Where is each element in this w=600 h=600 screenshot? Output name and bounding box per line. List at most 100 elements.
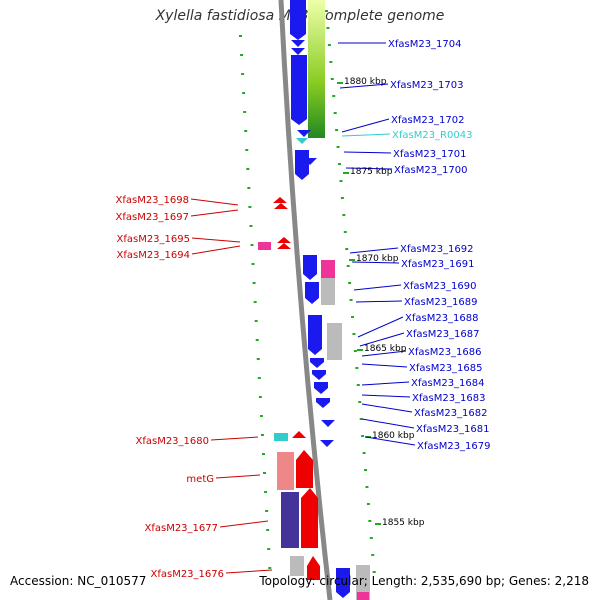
gc-dot-right <box>368 520 372 522</box>
gene-label-left: XfasM23_1677 <box>144 523 218 534</box>
cds-reverse-arrow <box>273 197 287 203</box>
gc-dot-right <box>339 180 343 182</box>
gene-label-left: XfasM23_1676 <box>150 569 224 580</box>
gray-block <box>327 323 342 360</box>
gene-label-left: XfasM23_1680 <box>135 436 209 447</box>
leader-line <box>357 316 404 338</box>
cds-small-arrow <box>321 420 335 427</box>
gc-dot-left <box>255 339 259 341</box>
gc-dot-left <box>240 54 244 56</box>
gene-label-right: XfasM23_1690 <box>403 281 477 292</box>
gc-dot-right <box>340 197 344 199</box>
gene-label-right: XfasM23_1686 <box>408 347 482 358</box>
gc-dot-right <box>356 384 360 386</box>
kbp-tick <box>357 349 363 351</box>
accession-text: Accession: NC_010577 <box>10 574 147 588</box>
leader-line <box>343 151 392 154</box>
gene-label-right: XfasM23_1679 <box>417 441 491 452</box>
gene-label-right: XfasM23_1685 <box>409 363 483 374</box>
gc-dot-right <box>351 316 355 318</box>
gene-label-left: XfasM23_1697 <box>115 212 189 223</box>
gc-dot-left <box>239 35 242 37</box>
gene-label-right: XfasM23_1700 <box>394 165 468 176</box>
gc-dot-left <box>248 206 252 208</box>
gene-label-right: XfasM23_1701 <box>393 149 467 160</box>
kbp-tick <box>337 82 343 84</box>
gene-label-right: XfasM23_1689 <box>404 297 478 308</box>
leader-line <box>210 436 259 441</box>
cds-reverse-arrow <box>277 237 291 243</box>
gc-dot-left <box>242 92 246 94</box>
gc-dot-left <box>241 73 245 75</box>
genome-backbone <box>278 0 333 600</box>
gc-dot-left <box>261 453 265 455</box>
gene-label-right: XfasM23_R0043 <box>392 130 472 141</box>
gene-features <box>258 0 370 600</box>
gc-dot-right <box>336 146 340 148</box>
gc-dot-right <box>348 282 352 284</box>
cds-forward-arrow <box>312 370 326 380</box>
cds-forward-arrow <box>295 150 309 180</box>
leader-line <box>190 209 239 217</box>
gray-block <box>356 565 370 600</box>
cds-forward-arrow <box>316 398 330 408</box>
gene-label-left: metG <box>186 474 214 485</box>
gc-dot-right <box>364 469 368 471</box>
gene-label-right: XfasM23_1691 <box>401 259 475 270</box>
backbone-line <box>278 0 333 600</box>
gene-label-right: XfasM23_1681 <box>416 424 490 435</box>
leader-line <box>361 418 415 429</box>
label-leader-lines <box>190 42 416 574</box>
gc-dot-left <box>256 358 260 360</box>
leader-line <box>339 83 389 89</box>
kbp-label: 1880 kbp <box>344 77 387 87</box>
cds-reverse-arrow <box>274 203 288 209</box>
gc-dot-right <box>343 231 347 233</box>
gc-dot-right <box>332 95 336 97</box>
cds-forward-arrow <box>290 0 306 40</box>
kbp-tick <box>375 523 381 525</box>
cds-small-arrow <box>291 40 305 47</box>
gene-label-right: XfasM23_1704 <box>388 39 462 50</box>
leader-line <box>361 381 410 386</box>
gc-dot-left <box>253 301 257 303</box>
gc-dot-left <box>268 567 272 569</box>
gc-dot-right <box>371 554 375 556</box>
leader-line <box>345 167 393 170</box>
gc-dot-right <box>335 129 339 131</box>
leader-line <box>191 245 241 255</box>
leader-line <box>365 436 416 446</box>
gc-dot-right <box>349 299 353 301</box>
gc-dot-right <box>342 214 346 216</box>
gc-dot-left <box>246 168 250 170</box>
leader-line <box>225 569 273 574</box>
gc-dot-left <box>245 149 249 151</box>
gc-dot-right <box>359 418 363 420</box>
gc-dot-left <box>263 472 267 474</box>
gene-label-right: XfasM23_1687 <box>406 329 480 340</box>
gc-dot-right <box>369 537 373 539</box>
cds-forward-arrow <box>336 568 350 598</box>
gene-label-right: XfasM23_1682 <box>414 408 488 419</box>
gc-dot-left <box>259 415 263 417</box>
rna-marker <box>296 138 308 144</box>
leader-line <box>219 520 269 528</box>
gene-label-left: XfasM23_1695 <box>116 234 190 245</box>
leader-line <box>341 118 390 133</box>
kbp-label: 1860 kbp <box>372 431 415 441</box>
gene-label-left: XfasM23_1698 <box>115 195 189 206</box>
gene-labels: 1880 kbp 1875 kbp 1870 kbp 1865 kbp 1860 kbp… <box>115 39 490 580</box>
gc-dot-right <box>358 401 362 403</box>
cds-forward-arrow <box>291 55 307 125</box>
leader-line <box>341 133 391 137</box>
gc-dot-right <box>362 452 366 454</box>
leader-line <box>191 237 241 243</box>
cds-reverse-block <box>296 450 313 488</box>
cds-forward-arrow <box>308 315 322 355</box>
cds-forward-arrow <box>310 358 324 368</box>
gene-label-right: XfasM23_1683 <box>412 393 486 404</box>
genome-summary-text: Topology: circular; Length: 2,535,690 bp… <box>259 574 589 588</box>
cds-dark-block <box>281 492 299 548</box>
gene-label-left: XfasM23_1694 <box>116 250 190 261</box>
gc-dot-right <box>352 333 356 335</box>
